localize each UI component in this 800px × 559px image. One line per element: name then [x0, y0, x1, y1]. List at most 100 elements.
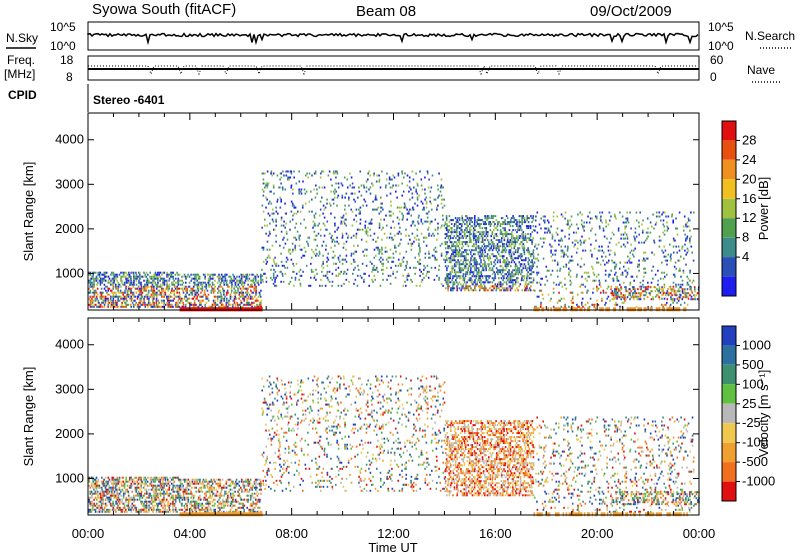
power-cell [653, 240, 655, 242]
power-cell [408, 273, 410, 275]
power-cell [691, 290, 693, 292]
power-cell [487, 279, 489, 281]
power-cell [171, 276, 173, 278]
power-cell [370, 187, 372, 189]
power-cell [269, 231, 271, 233]
power-cell [489, 249, 491, 251]
power-cell [94, 304, 96, 306]
power-cell [413, 241, 415, 243]
power-cell [525, 267, 527, 269]
power-cell [511, 253, 513, 255]
velocity-cell [115, 487, 117, 489]
power-cell [497, 261, 499, 263]
power-cell [338, 257, 340, 259]
power-cell [511, 237, 513, 239]
power-cell [305, 251, 307, 253]
power-cell [543, 258, 545, 260]
power-cell [261, 269, 263, 271]
power-cell [338, 267, 340, 269]
power-cell [387, 261, 389, 263]
power-cell [151, 282, 153, 284]
power-cell [492, 249, 494, 251]
power-cell [515, 257, 517, 259]
power-cell [446, 253, 448, 255]
velocity-cell [131, 511, 133, 513]
power-cell [133, 272, 135, 274]
power-cell [378, 175, 380, 177]
power-cell [299, 181, 301, 183]
velocity-cell [101, 487, 103, 489]
power-cell [484, 255, 486, 257]
power-cell [595, 240, 597, 242]
power-cell [516, 219, 518, 221]
power-cell [592, 292, 594, 294]
power-cell [236, 276, 238, 278]
power-cell [523, 243, 525, 245]
power-cell [283, 221, 285, 223]
power-cell [616, 288, 618, 290]
power-cell [270, 269, 272, 271]
power-cell [140, 300, 142, 302]
power-cell [422, 209, 424, 211]
power-cell [647, 282, 649, 284]
power-cell [320, 177, 322, 179]
power-cell [515, 271, 517, 273]
power-cell [437, 185, 439, 187]
power-cell [504, 227, 506, 229]
power-cell [492, 243, 494, 245]
power-cell [399, 253, 401, 255]
power-cell [661, 290, 663, 292]
power-cell [495, 245, 497, 247]
power-cell [255, 292, 257, 294]
power-cell [94, 284, 96, 286]
power-ground-scatter-cell [558, 307, 560, 311]
power-cell [372, 239, 374, 241]
power-cell [502, 245, 504, 247]
power-cell [255, 300, 257, 302]
power-cell [663, 220, 665, 222]
power-ground-scatter-cell [645, 307, 647, 311]
power-cell [673, 238, 675, 240]
power-cell [493, 235, 495, 237]
power-cell [488, 259, 490, 261]
power-cell [371, 279, 373, 281]
power-cell [460, 271, 462, 273]
power-cell [659, 216, 661, 218]
power-cell [447, 287, 449, 289]
power-cell [542, 294, 544, 296]
power-cell [327, 271, 329, 273]
power-cell [462, 219, 464, 221]
power-cell [372, 185, 374, 187]
power-cell [493, 279, 495, 281]
power-cell [498, 239, 500, 241]
power-cell [530, 277, 532, 279]
velocity-cell [108, 485, 110, 487]
power-cell [392, 187, 394, 189]
power-cell [481, 285, 483, 287]
power-cell [342, 233, 344, 235]
power-cell [381, 239, 383, 241]
power-cell [116, 306, 118, 308]
power-cell [324, 217, 326, 219]
power-cell [498, 281, 500, 283]
power-cell [596, 262, 598, 264]
power-cell [610, 288, 612, 290]
power-cell [244, 298, 246, 300]
power-cell [514, 221, 516, 223]
power-cell [605, 292, 607, 294]
power-cell [451, 219, 453, 221]
power-cell [455, 241, 457, 243]
power-cell [445, 237, 447, 239]
power-cell [614, 254, 616, 256]
power-cell [497, 285, 499, 287]
power-cell [529, 277, 531, 279]
power-cell [418, 215, 420, 217]
power-cell [292, 203, 294, 205]
power-cell [474, 275, 476, 277]
power-ground-scatter-cell [553, 307, 555, 311]
power-cell [485, 267, 487, 269]
power-cell [433, 249, 435, 251]
power-cell [356, 221, 358, 223]
power-cell [485, 251, 487, 253]
